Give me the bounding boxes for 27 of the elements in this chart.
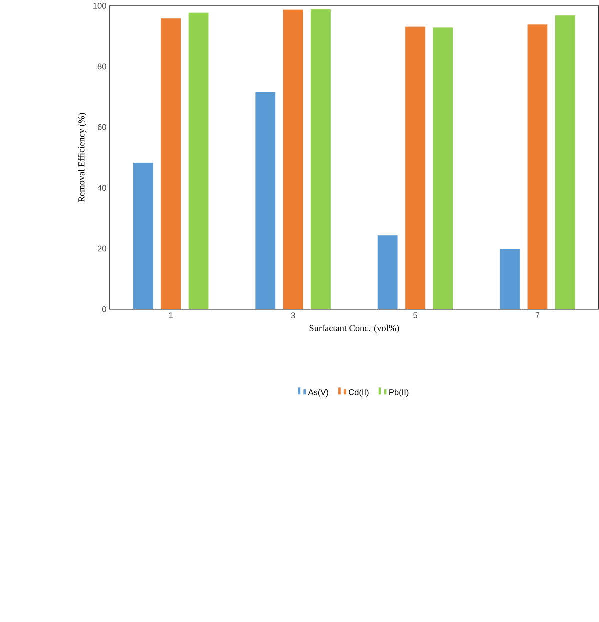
- x-tick-label: 5: [413, 312, 418, 318]
- bar: [377, 235, 398, 310]
- y-axis-title: Removal Efficiency (%): [78, 113, 87, 202]
- x-tick-label: 1: [169, 312, 173, 318]
- legend-label: Cd(II): [348, 389, 369, 398]
- bar: [405, 26, 426, 310]
- y-tick-label: 80: [98, 64, 106, 70]
- bar: [554, 15, 576, 310]
- x-tick-label: 3: [291, 312, 296, 319]
- bar: [310, 9, 332, 310]
- x-axis-title: Surfactant Conc. (vol%): [310, 324, 400, 334]
- bar: [160, 18, 182, 310]
- y-tick-label: 20: [98, 246, 106, 252]
- bar: [255, 92, 276, 310]
- legend-label: As(V): [308, 389, 328, 398]
- bar: [432, 27, 454, 310]
- bar: [282, 9, 304, 310]
- bar: [188, 12, 209, 310]
- y-tick-label: 60: [98, 124, 106, 130]
- y-tick-label: 100: [93, 3, 106, 9]
- y-tick-label: 0: [102, 306, 106, 312]
- legend-label: Pb(II): [390, 389, 409, 398]
- bar: [500, 248, 520, 310]
- y-tick-label: 40: [98, 185, 106, 191]
- x-tick-label: 7: [536, 312, 540, 318]
- bar: [527, 24, 548, 310]
- bar: [132, 162, 154, 310]
